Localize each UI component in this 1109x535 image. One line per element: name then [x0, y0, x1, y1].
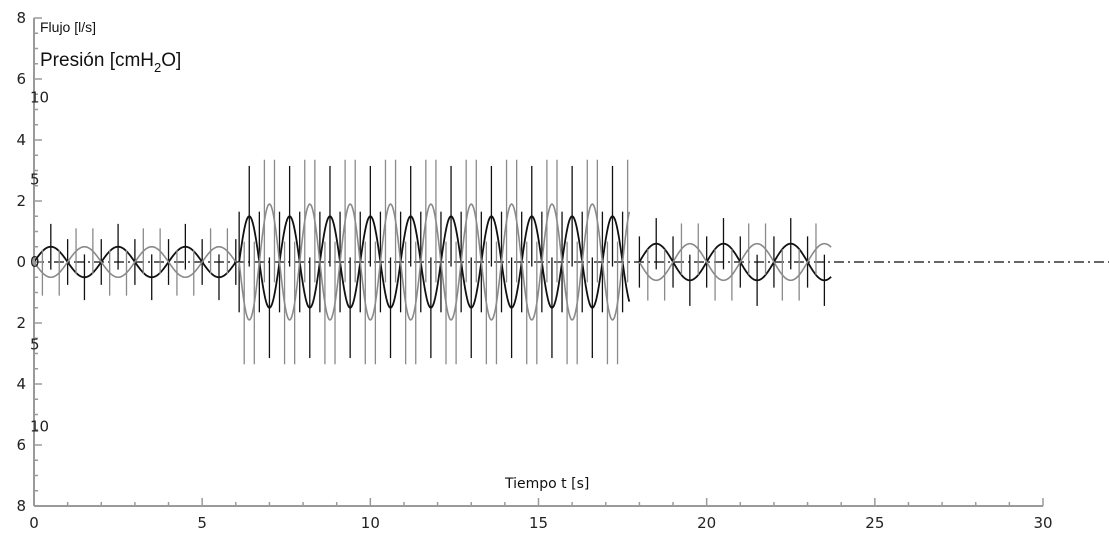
y-tick-label-flow: 8 — [16, 497, 26, 515]
y-tick-label-pressure: 10 — [30, 88, 49, 106]
series-line-segment — [33, 245, 237, 279]
y-tick-label-flow: 6 — [16, 436, 26, 454]
y-tick-label-flow: 4 — [16, 375, 26, 393]
x-tick-label: 5 — [197, 514, 207, 532]
y-tick-label-flow: 6 — [16, 70, 26, 88]
y-axis-label-flow: Flujo [l/s] — [40, 19, 96, 35]
series-line-segment — [638, 242, 832, 282]
y-axis-label-pressure: Presión [cmH2O] — [40, 50, 181, 75]
y-tick-label-pressure: 5 — [30, 335, 40, 353]
x-tick-label: 0 — [29, 514, 39, 532]
y-tick-label-flow: 2 — [16, 314, 26, 332]
y-tick-label-pressure: 5 — [30, 171, 40, 189]
y-tick-label-pressure: 10 — [30, 418, 49, 436]
series-1 — [33, 159, 832, 365]
y-tick-label-flow: 0 — [16, 253, 26, 271]
series-0 — [33, 165, 832, 359]
series-line-segment — [238, 215, 631, 309]
x-tick-label: 25 — [865, 514, 884, 532]
x-axis-label: Tiempo t [s] — [504, 476, 589, 492]
x-tick-label: 10 — [361, 514, 380, 532]
x-tick-label: 30 — [1033, 514, 1052, 532]
y-tick-label-flow: 2 — [16, 192, 26, 210]
x-tick-label: 20 — [697, 514, 716, 532]
y-tick-label-flow: 8 — [16, 9, 26, 27]
x-tick-label: 15 — [529, 514, 548, 532]
y-tick-label-flow: 4 — [16, 131, 26, 149]
y-tick-label-pressure: 0 — [30, 253, 40, 271]
